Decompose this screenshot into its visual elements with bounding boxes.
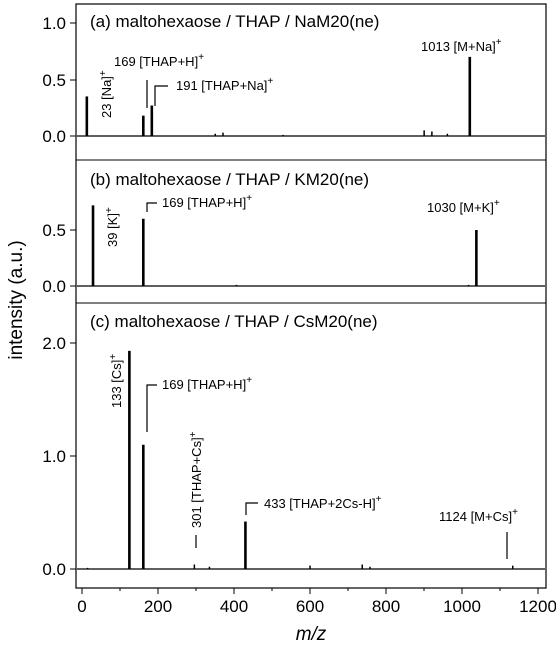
annotation-c-133-sup: + — [108, 354, 119, 360]
annotation-a-23: 23 [Na]+ — [98, 70, 114, 118]
annotation-a-23-sup: + — [98, 70, 109, 76]
leader-c-433 — [245, 502, 258, 515]
annotation-b-39-sup: + — [104, 207, 115, 213]
spectrum-traces — [77, 56, 545, 570]
annotation-c-169-sup: + — [246, 375, 252, 386]
annotation-b-169: 169 [THAP+H]+ — [162, 193, 252, 210]
leader-b-169 — [146, 202, 157, 212]
annotation-c-133-text: 133 [Cs] — [109, 360, 124, 408]
annotation-a-1013-sup: + — [496, 37, 502, 48]
y-tick-label-b-1: 0.5 — [42, 221, 66, 240]
x-tick-label-2: 400 — [220, 597, 248, 616]
x-tick-label-6: 1200 — [519, 597, 556, 616]
y-tick-label-a-0: 0.0 — [42, 127, 66, 146]
annotation-c-169: 169 [THAP+H]+ — [162, 375, 252, 392]
x-tick-label-3: 600 — [296, 597, 324, 616]
annotation-c-433-sup: + — [376, 494, 382, 505]
x-tick-label-1: 200 — [144, 597, 172, 616]
annotation-leaders — [146, 80, 508, 559]
y-tick-label-b-0: 0.0 — [42, 277, 66, 296]
annotation-a-191-text: 191 [THAP+Na] — [176, 78, 267, 93]
y-tick-labels: 0.0 0.5 1.0 0.0 0.5 0.0 1.0 2.0 — [42, 14, 66, 579]
annotation-b-39-text: 39 [K] — [105, 213, 120, 247]
y-tick-label-a-1: 0.5 — [42, 71, 66, 90]
x-tick-label-4: 800 — [372, 597, 400, 616]
annotation-b-39: 39 [K]+ — [104, 207, 120, 247]
annotation-b-1030-text: 1030 [M+K] — [427, 200, 494, 215]
annotation-c-433: 433 [THAP+2Cs-H]+ — [264, 494, 382, 511]
y-tick-label-c-0: 0.0 — [42, 560, 66, 579]
annotation-b-169-text: 169 [THAP+H] — [162, 195, 246, 210]
annotation-c-301-sup: + — [188, 431, 199, 437]
x-tick-label-0: 0 — [77, 597, 86, 616]
annotation-c-433-text: 433 [THAP+2Cs-H] — [264, 496, 376, 511]
annotation-c-133: 133 [Cs]+ — [108, 354, 124, 408]
y-tick-label-a-2: 1.0 — [42, 14, 66, 33]
annotation-b-1030: 1030 [M+K]+ — [427, 198, 500, 215]
x-tick-marks — [81, 588, 539, 594]
x-tick-label-5: 1000 — [443, 597, 481, 616]
annotation-c-1124: 1124 [M+Cs]+ — [439, 507, 518, 524]
annotation-a-23-text: 23 [Na] — [99, 76, 114, 118]
annotation-a-169: 169 [THAP+H]+ — [114, 52, 204, 69]
leader-c-169 — [146, 384, 157, 432]
panel-b-title: (b) maltohexaose / THAP / KM20(ne) — [90, 170, 369, 189]
panel-a-title: (a) maltohexaose / THAP / NaM20(ne) — [90, 12, 379, 31]
annotation-c-1124-text: 1124 [M+Cs] — [439, 509, 512, 524]
x-axis-title: m/z — [296, 624, 327, 645]
panel-c-title: (c) maltohexaose / THAP / CsM20(ne) — [90, 312, 378, 331]
annotation-c-301: 301 [THAP+Cs]+ — [188, 431, 204, 528]
annotation-a-1013-text: 1013 [M+Na] — [421, 39, 496, 54]
leader-a-191 — [154, 85, 168, 106]
annotation-b-169-sup: + — [246, 193, 252, 204]
annotation-c-1124-sup: + — [512, 507, 518, 518]
annotation-c-301-text: 301 [THAP+Cs] — [189, 437, 204, 528]
annotation-c-169-text: 169 [THAP+H] — [162, 377, 246, 392]
y-tick-label-c-2: 2.0 — [42, 334, 66, 353]
annotation-a-169-text: 169 [THAP+H] — [114, 54, 198, 69]
annotation-b-1030-sup: + — [494, 198, 500, 209]
y-tick-label-c-1: 1.0 — [42, 447, 66, 466]
annotation-a-169-sup: + — [198, 52, 204, 63]
x-tick-labels: 0 200 400 600 800 1000 1200 — [77, 597, 556, 616]
y-axis-title: intensity (a.u.) — [6, 240, 27, 359]
annotation-a-191: 191 [THAP+Na]+ — [176, 76, 273, 93]
y-tick-marks — [70, 22, 76, 570]
annotation-a-1013: 1013 [M+Na]+ — [421, 37, 502, 54]
annotation-a-191-sup: + — [267, 76, 273, 87]
plot-frame — [75, 3, 547, 589]
